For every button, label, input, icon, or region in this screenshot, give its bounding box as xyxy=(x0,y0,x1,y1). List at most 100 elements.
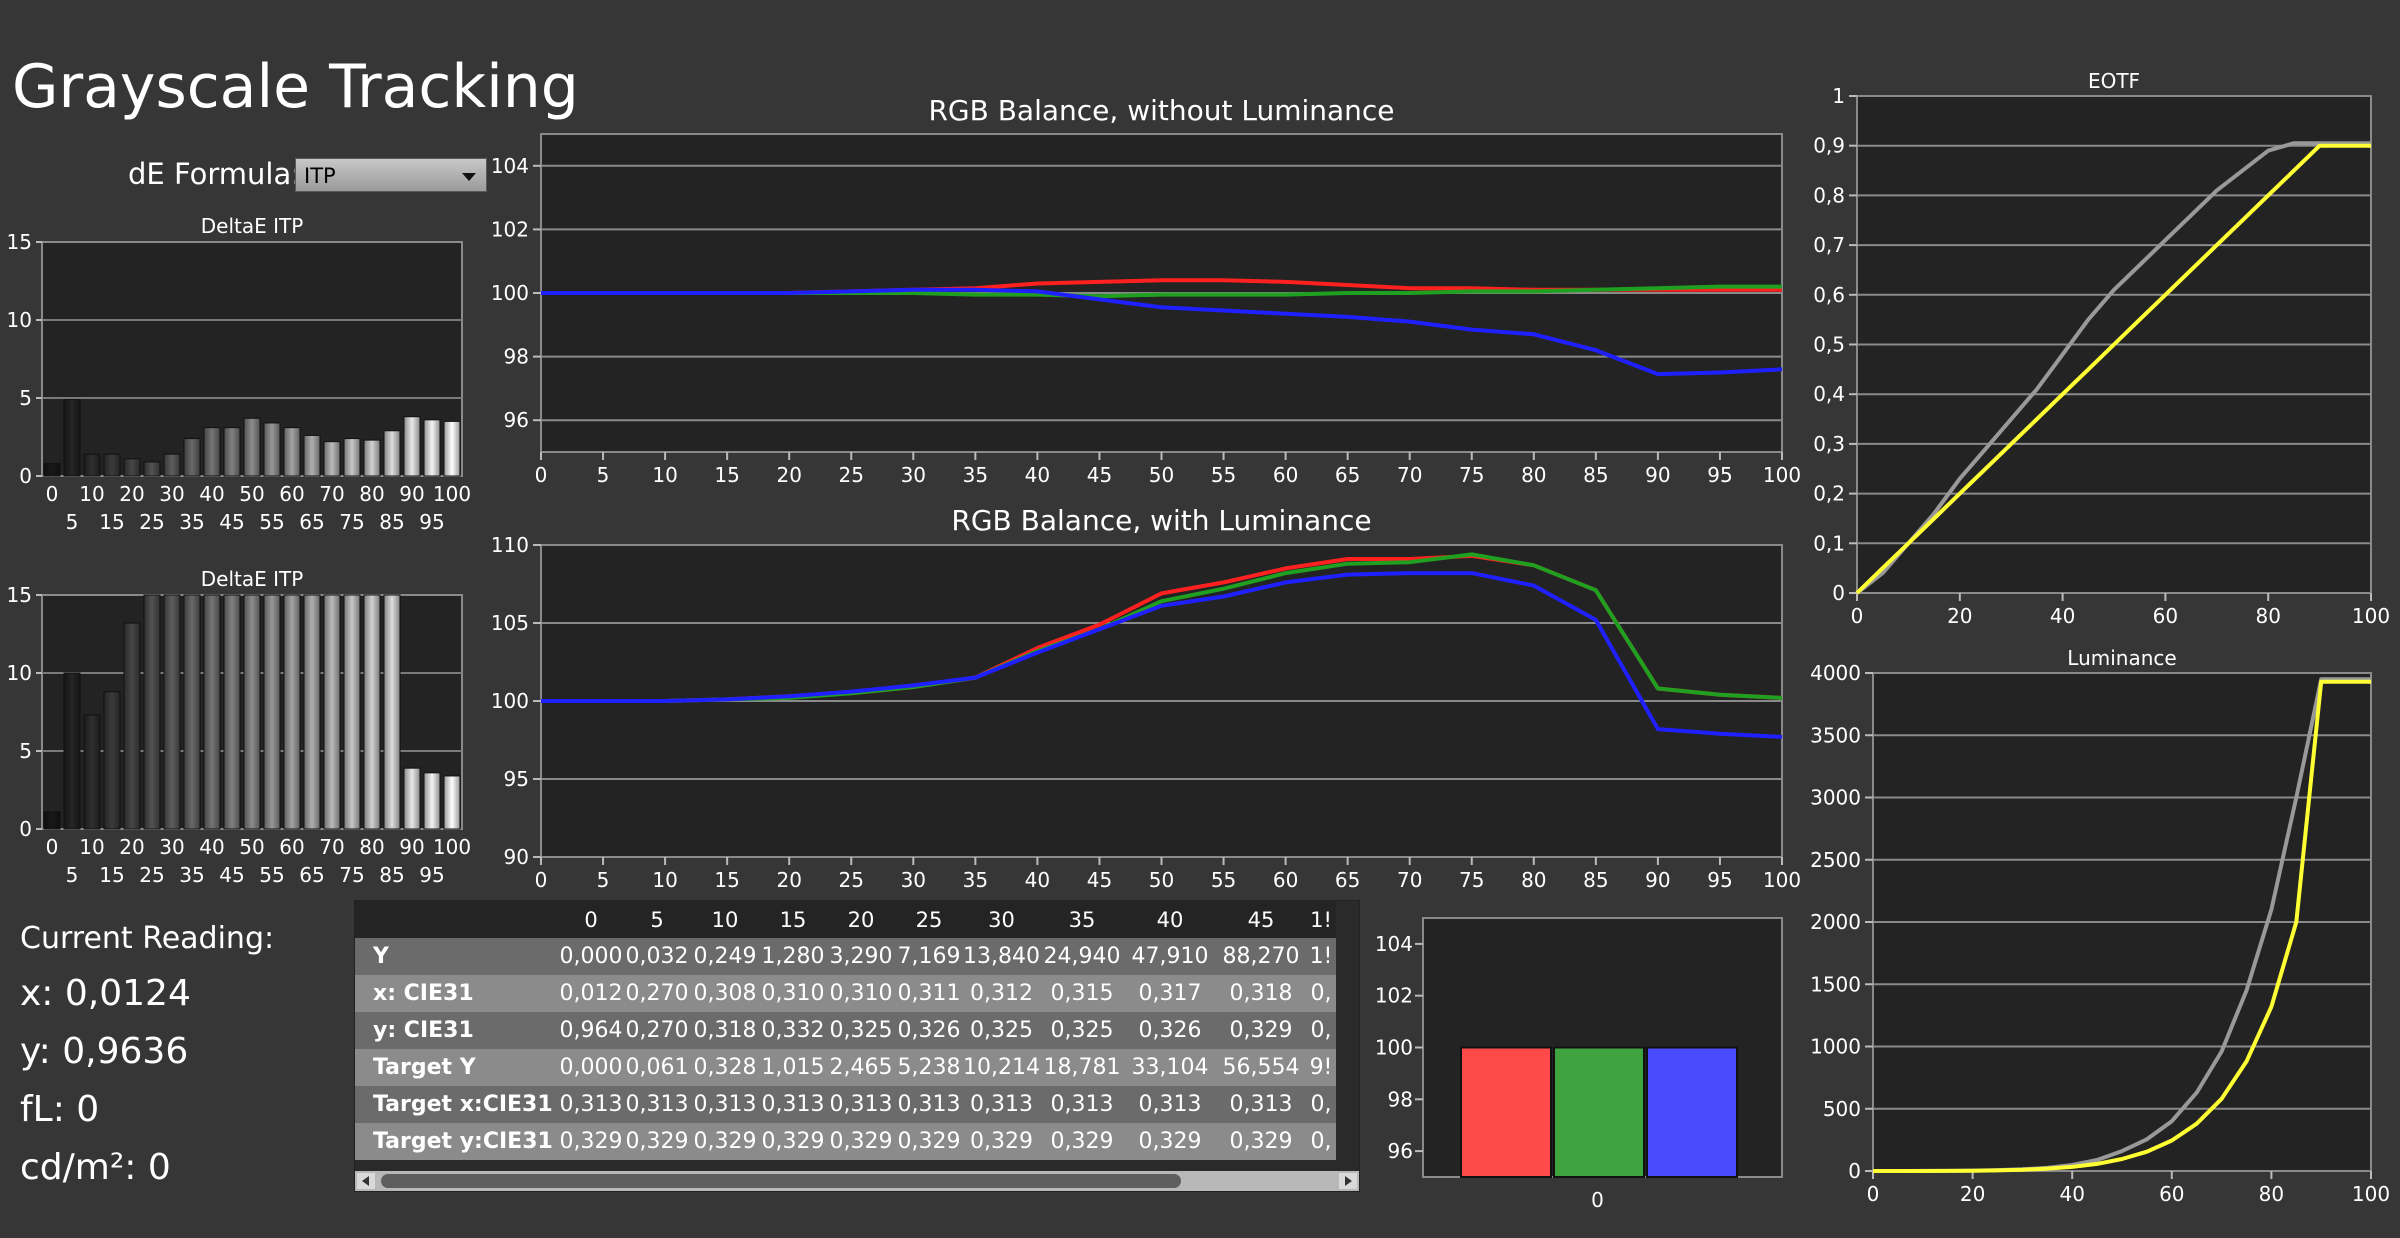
chevron-down-icon[interactable] xyxy=(462,173,476,181)
table-cell: 0,326 xyxy=(1123,1012,1216,1049)
table-cell: 0,270 xyxy=(623,1012,691,1049)
deltae-bar xyxy=(123,458,141,477)
scrollbar-thumb[interactable] xyxy=(381,1174,1181,1188)
table-row[interactable]: Target Y 0,000 0,061 0,328 1,015 2,465 5,238 10… xyxy=(355,1049,1336,1086)
table-column-header: 40 xyxy=(1123,901,1216,938)
y-tick-label: 0 xyxy=(19,464,32,488)
x-tick-label: 5 xyxy=(66,510,79,534)
x-tick-label: 100 xyxy=(1763,868,1801,892)
y-tick-label: 100 xyxy=(1375,1036,1413,1060)
table-cell: 0,313 xyxy=(1123,1086,1216,1123)
table-cell: 0,315 xyxy=(1039,975,1124,1012)
deltae-bar xyxy=(203,594,221,830)
table-row[interactable]: Target y:CIE31 0,329 0,329 0,329 0,329 0,329 0… xyxy=(355,1123,1336,1160)
x-tick-label: 80 xyxy=(1521,463,1546,487)
table-cell: 0,249 xyxy=(691,938,759,975)
series-line xyxy=(541,278,1782,295)
deltae-bar xyxy=(263,594,281,830)
horizontal-scrollbar[interactable] xyxy=(355,1171,1359,1191)
table-cell: 18,781 xyxy=(1039,1049,1124,1086)
table-cell: 0,329 xyxy=(1215,1123,1306,1160)
x-tick-label: 15 xyxy=(99,863,124,887)
table-cell: 0,310 xyxy=(827,975,895,1012)
y-tick-label: 104 xyxy=(1375,932,1413,956)
x-tick-label: 5 xyxy=(66,863,79,887)
table-cell: 0,329 xyxy=(1215,1012,1306,1049)
table-column-header: 30 xyxy=(963,901,1040,938)
x-tick-label: 15 xyxy=(714,868,739,892)
deltae-bar xyxy=(203,427,221,477)
table-cell: 0,329 xyxy=(827,1123,895,1160)
x-tick-label: 10 xyxy=(79,482,104,506)
y-tick-label: 0,1 xyxy=(1813,531,1845,555)
table-cell: 56,554 xyxy=(1215,1049,1306,1086)
x-tick-label: 75 xyxy=(339,510,364,534)
x-tick-label: 40 xyxy=(1025,463,1050,487)
x-tick-label: 40 xyxy=(199,482,224,506)
plot-area xyxy=(1856,95,2372,594)
x-tick-label: 20 xyxy=(119,835,144,859)
x-tick-label: 55 xyxy=(259,863,284,887)
x-tick-label: 100 xyxy=(433,482,471,506)
x-tick-label: 100 xyxy=(433,835,471,859)
x-tick-label: 0 xyxy=(1867,1182,1880,1206)
x-tick-label: 90 xyxy=(1645,868,1670,892)
table-cell: 0,032 xyxy=(623,938,691,975)
scroll-left-button[interactable] xyxy=(357,1173,375,1189)
y-tick-label: 98 xyxy=(1388,1087,1413,1111)
scroll-right-button[interactable] xyxy=(1339,1173,1357,1189)
table-row[interactable]: x: CIE31 0,012 0,270 0,308 0,310 0,310 0,311 0,… xyxy=(355,975,1336,1012)
table-column-header: 0 xyxy=(559,901,623,938)
x-tick-label: 80 xyxy=(2255,604,2280,628)
x-tick-label: 30 xyxy=(159,482,184,506)
scroll-right-icon xyxy=(1345,1176,1352,1186)
measurement-table[interactable]: 0 5 10 15 20 25 30 35 40 45 1! Y 0,000 0,032 0,249 1,2… xyxy=(354,900,1360,1192)
table-cell: 0,313 xyxy=(1215,1086,1306,1123)
deltae-bar xyxy=(183,438,201,477)
x-tick-label: 80 xyxy=(359,835,384,859)
x-tick-label: 85 xyxy=(1583,868,1608,892)
y-tick-label: 102 xyxy=(491,217,529,241)
table-cell: 0,329 xyxy=(559,1123,623,1160)
x-tick-label: 15 xyxy=(714,463,739,487)
current-reading-fl: fL: 0 xyxy=(20,1089,100,1130)
x-tick-label: 20 xyxy=(1960,1182,1985,1206)
x-tick-label: 25 xyxy=(839,463,864,487)
deltae-bar xyxy=(403,767,421,830)
y-tick-label: 2000 xyxy=(1810,910,1861,934)
table-column-header: 25 xyxy=(895,901,963,938)
y-tick-label: 10 xyxy=(7,661,32,685)
y-tick-label: 4000 xyxy=(1810,661,1861,685)
table-cell: 47,910 xyxy=(1123,938,1216,975)
table-cell: 9! xyxy=(1305,1049,1336,1086)
table-cell: 88,270 xyxy=(1215,938,1306,975)
x-tick-label: 0 xyxy=(1591,1188,1604,1212)
deltae-bar xyxy=(263,422,281,477)
x-tick-label: 75 xyxy=(1459,463,1484,487)
table-column-header: 20 xyxy=(827,901,895,938)
x-tick-label: 55 xyxy=(1211,463,1236,487)
x-tick-label: 0 xyxy=(1851,604,1864,628)
table-cell: 0,310 xyxy=(759,975,827,1012)
de-formula-select[interactable]: ITP xyxy=(295,158,487,192)
table-row[interactable]: Target x:CIE31 0,313 0,313 0,313 0,313 0,313 0… xyxy=(355,1086,1336,1123)
y-tick-label: 15 xyxy=(7,583,32,607)
deltae-bar xyxy=(223,594,241,830)
x-tick-label: 50 xyxy=(1149,868,1174,892)
table-row[interactable]: Y 0,000 0,032 0,249 1,280 3,290 7,169 13,840 24,… xyxy=(355,938,1336,975)
current-reading-heading: Current Reading: xyxy=(20,921,275,956)
x-tick-label: 95 xyxy=(1707,868,1732,892)
y-tick-label: 2500 xyxy=(1810,848,1861,872)
deltae-bar xyxy=(383,594,401,830)
table-cell: 0,000 xyxy=(559,1049,623,1086)
x-tick-label: 25 xyxy=(139,863,164,887)
y-tick-label: 100 xyxy=(491,281,529,305)
table-row[interactable]: y: CIE31 0,964 0,270 0,318 0,332 0,325 0,326 0,… xyxy=(355,1012,1336,1049)
table-column-header: 1! xyxy=(1305,901,1336,938)
chart-title: RGB Balance, without Luminance xyxy=(928,94,1394,127)
table-cell: 0,313 xyxy=(963,1086,1040,1123)
chart-rgb-no-lum: RGB Balance, without Luminance9698100102… xyxy=(491,94,1801,487)
y-tick-label: 1 xyxy=(1832,84,1845,108)
x-tick-label: 0 xyxy=(535,868,548,892)
y-tick-label: 96 xyxy=(1388,1139,1413,1163)
